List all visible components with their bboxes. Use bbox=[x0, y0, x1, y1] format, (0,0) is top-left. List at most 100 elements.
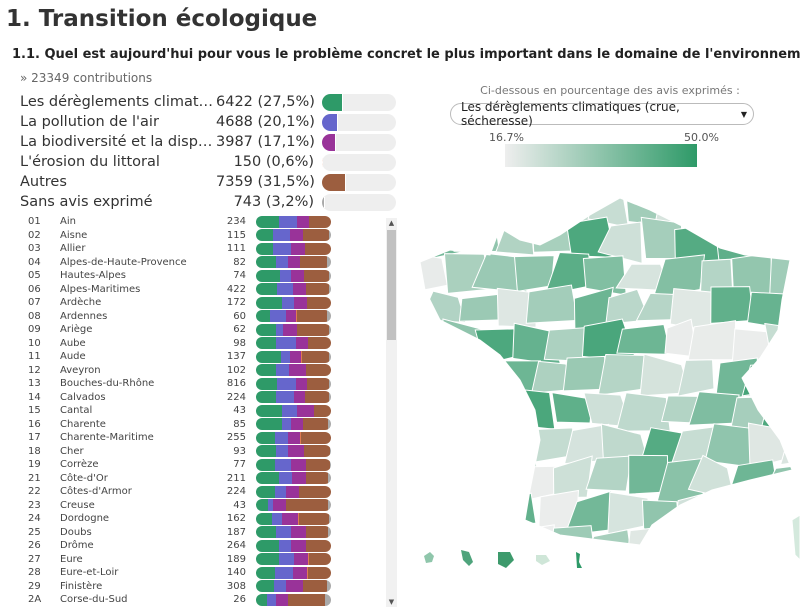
department-row[interactable]: 01 Ain 234 bbox=[20, 215, 385, 229]
department-shape[interactable] bbox=[410, 461, 453, 503]
department-shape[interactable] bbox=[420, 290, 467, 324]
department-shape[interactable] bbox=[410, 328, 445, 360]
scroll-down-icon[interactable]: ▼ bbox=[388, 598, 395, 606]
department-row[interactable]: 11 Aude 137 bbox=[20, 350, 385, 364]
bar-segment bbox=[292, 283, 307, 296]
department-shape[interactable] bbox=[453, 494, 500, 532]
department-shape[interactable] bbox=[492, 427, 538, 470]
department-shape[interactable] bbox=[714, 223, 763, 261]
department-shape[interactable] bbox=[750, 217, 794, 263]
department-row[interactable]: 05 Hautes-Alpes 74 bbox=[20, 269, 385, 283]
department-shape[interactable] bbox=[476, 454, 520, 502]
department-row[interactable]: 09 Ariège 62 bbox=[20, 323, 385, 337]
department-shape[interactable] bbox=[677, 359, 715, 397]
department-shape[interactable] bbox=[650, 527, 701, 568]
department-shape[interactable] bbox=[506, 388, 556, 430]
department-row[interactable]: 28 Eure-et-Loir 140 bbox=[20, 566, 385, 580]
department-shape[interactable] bbox=[597, 221, 643, 264]
department-shape[interactable] bbox=[726, 190, 774, 228]
department-row[interactable]: 16 Charente 85 bbox=[20, 418, 385, 432]
department-row[interactable]: 13 Bouches-du-Rhône 816 bbox=[20, 377, 385, 391]
department-row[interactable]: 22 Côtes-d'Armor 224 bbox=[20, 485, 385, 499]
department-row[interactable]: 25 Doubs 187 bbox=[20, 526, 385, 540]
department-shape[interactable] bbox=[437, 190, 487, 227]
department-row[interactable]: 17 Charente-Maritime 255 bbox=[20, 431, 385, 445]
department-shape[interactable] bbox=[762, 190, 800, 232]
department-row[interactable]: 26 Drôme 264 bbox=[20, 539, 385, 553]
department-row[interactable]: 24 Dordogne 162 bbox=[20, 512, 385, 526]
department-shape[interactable] bbox=[652, 254, 706, 299]
bar-segment bbox=[278, 539, 292, 552]
department-shape[interactable] bbox=[597, 353, 648, 396]
department-row[interactable]: 06 Alpes-Maritimes 422 bbox=[20, 283, 385, 297]
department-shape[interactable] bbox=[741, 493, 799, 528]
answer-select[interactable]: Les dérèglements climatiques (crue, séch… bbox=[450, 100, 754, 128]
department-row[interactable]: 14 Calvados 224 bbox=[20, 391, 385, 405]
department-shape[interactable] bbox=[694, 194, 745, 230]
department-row[interactable]: 07 Ardèche 172 bbox=[20, 296, 385, 310]
department-shape[interactable] bbox=[525, 284, 579, 324]
department-shape[interactable] bbox=[417, 493, 465, 532]
department-shape[interactable] bbox=[412, 252, 449, 293]
department-row[interactable]: 04 Alpes-de-Haute-Provence 82 bbox=[20, 256, 385, 270]
department-row[interactable]: 23 Creuse 43 bbox=[20, 499, 385, 513]
department-shape[interactable] bbox=[710, 286, 755, 324]
department-shape[interactable] bbox=[410, 388, 456, 433]
france-map[interactable] bbox=[410, 190, 800, 614]
department-row[interactable]: 10 Aube 98 bbox=[20, 337, 385, 351]
department-shape[interactable] bbox=[735, 531, 776, 567]
scroll-up-icon[interactable]: ▲ bbox=[388, 219, 395, 227]
department-shape[interactable] bbox=[585, 455, 633, 492]
department-shape[interactable] bbox=[463, 433, 504, 468]
department-row[interactable]: 21 Côte-d'Or 211 bbox=[20, 472, 385, 486]
department-shape[interactable] bbox=[789, 356, 800, 397]
department-shape[interactable] bbox=[463, 352, 510, 402]
department-shape[interactable] bbox=[476, 390, 524, 429]
department-row[interactable]: 29 Finistère 308 bbox=[20, 580, 385, 594]
department-shape[interactable] bbox=[420, 361, 467, 393]
department-shape[interactable] bbox=[786, 217, 800, 261]
department-shape[interactable] bbox=[551, 392, 593, 424]
dom-guadeloupe[interactable] bbox=[424, 552, 434, 563]
department-row[interactable]: 03 Allier 111 bbox=[20, 242, 385, 256]
department-shape[interactable] bbox=[552, 455, 593, 499]
department-shape[interactable] bbox=[764, 322, 800, 367]
department-row[interactable]: 2A Corse-du-Sud 26 bbox=[20, 593, 385, 607]
department-shape[interactable] bbox=[410, 190, 450, 230]
department-shape[interactable] bbox=[513, 190, 556, 224]
department-list[interactable]: 01 Ain 234 02 Aisne 115 03 Allier 111 04 Alpes-de-… bbox=[20, 215, 385, 607]
department-shape[interactable] bbox=[759, 389, 800, 433]
department-shape[interactable] bbox=[419, 429, 466, 463]
department-shape[interactable] bbox=[690, 525, 734, 566]
department-row[interactable]: 18 Cher 93 bbox=[20, 445, 385, 459]
department-shape[interactable] bbox=[783, 290, 800, 326]
dom-martinique[interactable] bbox=[461, 550, 473, 566]
dom-mayotte[interactable] bbox=[576, 552, 582, 568]
department-shape[interactable] bbox=[615, 392, 671, 432]
scrollbar[interactable]: ▲ ▼ bbox=[386, 218, 397, 607]
department-shape[interactable] bbox=[687, 320, 737, 361]
department-shape[interactable] bbox=[746, 291, 794, 330]
department-row[interactable]: 19 Corrèze 77 bbox=[20, 458, 385, 472]
department-row[interactable]: 12 Aveyron 102 bbox=[20, 364, 385, 378]
bar-segment bbox=[329, 458, 331, 471]
corsica[interactable] bbox=[791, 514, 800, 561]
department-shape[interactable] bbox=[706, 496, 756, 536]
bar-segment bbox=[256, 472, 280, 485]
department-shape[interactable] bbox=[549, 525, 598, 570]
department-shape[interactable] bbox=[440, 459, 487, 502]
dom-reunion[interactable] bbox=[536, 555, 550, 565]
scrollbar-thumb[interactable] bbox=[387, 230, 396, 340]
bar-segment bbox=[296, 404, 314, 417]
department-shape[interactable] bbox=[472, 190, 529, 232]
department-shape[interactable] bbox=[725, 459, 780, 501]
department-shape[interactable] bbox=[616, 324, 672, 355]
department-row[interactable]: 15 Cantal 43 bbox=[20, 404, 385, 418]
department-shape[interactable] bbox=[434, 388, 492, 431]
department-row[interactable]: 27 Eure 189 bbox=[20, 553, 385, 567]
dom-guyane[interactable] bbox=[498, 552, 514, 568]
department-shape[interactable] bbox=[779, 420, 800, 466]
department-row[interactable]: 02 Aisne 115 bbox=[20, 229, 385, 243]
department-row[interactable]: 08 Ardennes 60 bbox=[20, 310, 385, 324]
bar-segment bbox=[328, 512, 331, 525]
